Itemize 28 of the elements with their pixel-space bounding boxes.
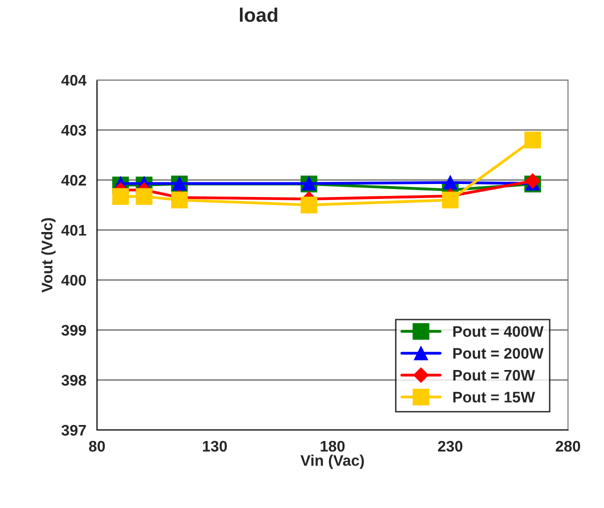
legend-label: Pout = 200W [453, 348, 544, 359]
point [171, 192, 188, 208]
y-axis-title: Vout (Vdc) [41, 218, 56, 293]
y-tick-label: 403 [61, 124, 86, 136]
y-tick-label: 401 [61, 224, 86, 236]
point [443, 176, 458, 190]
x-tick-label: 230 [438, 440, 462, 452]
x-tick-label: 80 [88, 440, 105, 452]
y-tick-label: 397 [61, 424, 86, 436]
y-tick-label: 398 [61, 374, 86, 386]
y-tick-label: 400 [61, 274, 86, 286]
chart-title: load [240, 8, 278, 22]
y-tick-label: 402 [61, 174, 86, 186]
point [442, 192, 459, 208]
x-tick-label: 280 [556, 440, 580, 452]
y-tick-label: 404 [61, 74, 87, 86]
point [524, 132, 542, 148]
legend-label: Pout = 15W [453, 392, 536, 403]
x-tick-label: 180 [320, 440, 345, 452]
x-tick-label: 130 [202, 440, 227, 452]
point [136, 188, 152, 205]
y-tick-label: 399 [61, 324, 86, 336]
legend-label: Pout = 400W [453, 326, 544, 337]
legend-label: Pout = 70W [453, 370, 536, 381]
point [525, 173, 540, 189]
point [300, 196, 318, 214]
point [112, 188, 129, 205]
x-axis-title: Vin (Vac) [300, 454, 364, 469]
